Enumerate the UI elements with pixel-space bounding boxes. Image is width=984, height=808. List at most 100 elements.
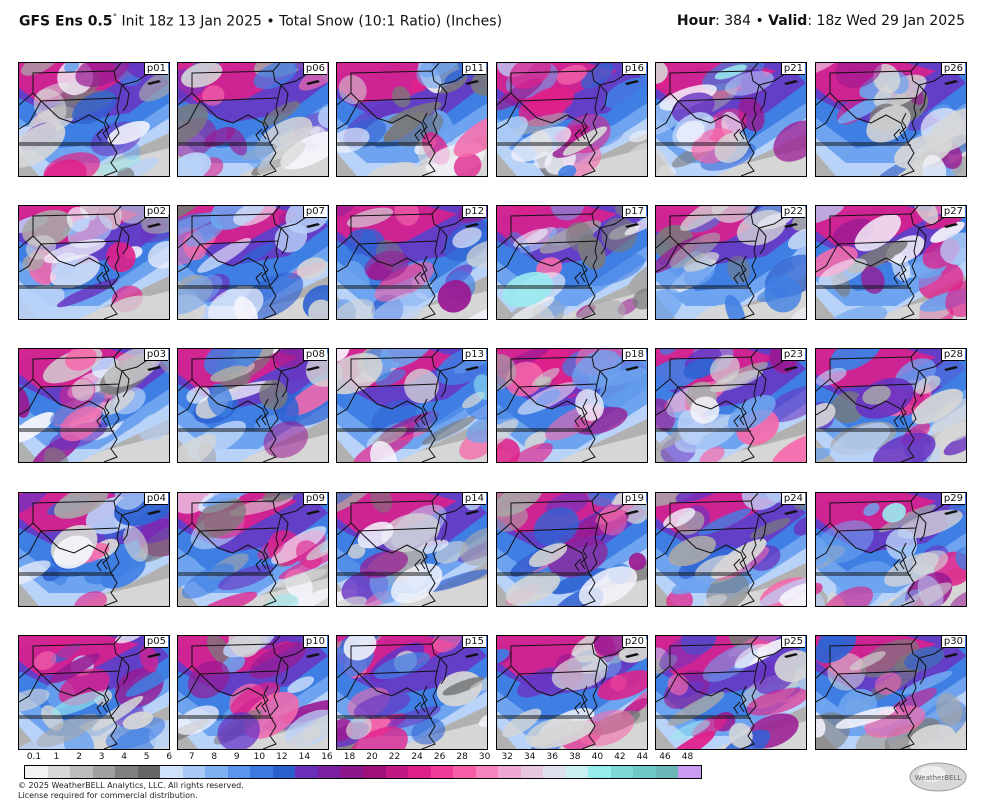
legend-swatch: [295, 766, 318, 778]
legend-tick: 40: [591, 752, 604, 762]
legend-swatch: [633, 766, 656, 778]
member-label: p19: [621, 493, 646, 505]
ensemble-member-map-p24: p24: [655, 492, 807, 607]
snowfall-map: [656, 349, 806, 462]
member-label: p27: [940, 206, 965, 218]
snowfall-map: [178, 493, 328, 606]
legend-swatch: [565, 766, 589, 778]
ensemble-member-map-p20: p20: [496, 635, 648, 750]
hour-value: : 384: [715, 13, 751, 29]
member-label: p29: [940, 493, 965, 505]
ensemble-member-map-p28: p28: [815, 348, 967, 463]
member-label: p25: [780, 636, 805, 648]
legend-swatch: [475, 766, 499, 778]
ensemble-member-map-p04: p04: [18, 492, 170, 607]
snowfall-map: [178, 636, 328, 749]
snowfall-map: [656, 493, 806, 606]
ensemble-member-map-p03: p03: [18, 348, 170, 463]
member-label: p16: [621, 63, 646, 75]
member-label: p03: [143, 349, 168, 361]
member-label: p05: [143, 636, 168, 648]
legend-tick: 9: [233, 752, 240, 762]
legend-tick: 0.1: [26, 752, 42, 762]
snowfall-map: [337, 206, 487, 319]
member-label: p12: [461, 206, 486, 218]
ensemble-member-map-p11: p11: [336, 62, 488, 177]
legend-swatch: [453, 766, 476, 778]
legend-swatch: [498, 766, 521, 778]
ensemble-member-map-p23: p23: [655, 348, 807, 463]
product-name: Total Snow (10:1 Ratio) (Inches): [279, 13, 503, 30]
ensemble-member-map-p19: p19: [496, 492, 648, 607]
legend-swatch: [588, 766, 611, 778]
legend-tick: 48: [681, 752, 694, 762]
snowfall-map: [656, 206, 806, 319]
ensemble-member-map-p22: p22: [655, 205, 807, 320]
header-title: GFS Ens 0.5° Init 18z 13 Jan 2025 • Tota…: [19, 13, 502, 30]
legend-swatch: [160, 766, 183, 778]
legend-tick: 30: [478, 752, 491, 762]
legend-swatch: [362, 766, 386, 778]
legend-swatch: [47, 766, 71, 778]
legend-tick: 20: [366, 752, 378, 762]
snowfall-map: [816, 206, 966, 319]
member-label: p13: [461, 349, 486, 361]
legend-swatch: [610, 766, 634, 778]
ensemble-member-map-p06: p06: [177, 62, 329, 177]
color-legend: 0.1 1 2 3 4 5 6 7 8 9 10 12 14 16 18 20 22 24 26 28 30 32 34 36…: [22, 752, 702, 782]
ensemble-member-map-p02: p02: [18, 205, 170, 320]
header: GFS Ens 0.5° Init 18z 13 Jan 2025 • Tota…: [0, 0, 984, 40]
member-label: p22: [780, 206, 805, 218]
member-label: p06: [302, 63, 327, 75]
legend-swatch: [227, 766, 251, 778]
snowfall-map: [337, 349, 487, 462]
ensemble-member-map-p27: p27: [815, 205, 967, 320]
legend-ticks: 0.1 1 2 3 4 5 6 7 8 9 10 12 14 16 18 20 22 24 26 28 30 32 34 36…: [22, 752, 702, 764]
ensemble-member-map-p16: p16: [496, 62, 648, 177]
legend-swatch: [182, 766, 206, 778]
legend-tick: 38: [569, 752, 581, 762]
snowfall-map: [19, 63, 169, 176]
legend-tick: 6: [166, 752, 173, 762]
member-label: p21: [780, 63, 805, 75]
valid-label: Valid: [768, 13, 808, 29]
legend-tick: 42: [614, 752, 626, 762]
legend-swatch: [520, 766, 544, 778]
legend-swatch: [543, 766, 566, 778]
snowfall-map: [497, 63, 647, 176]
title-bullet: •: [266, 13, 275, 30]
legend-tick: 3: [98, 752, 105, 762]
legend-swatch: [340, 766, 363, 778]
member-label: p15: [461, 636, 486, 648]
member-label: p23: [780, 349, 805, 361]
member-label: p24: [780, 493, 805, 505]
legend-swatch: [250, 766, 273, 778]
member-label: p09: [302, 493, 327, 505]
ensemble-member-map-p08: p08: [177, 348, 329, 463]
legend-colorbar: [24, 765, 702, 779]
ensemble-member-map-p18: p18: [496, 348, 648, 463]
snowfall-map: [497, 206, 647, 319]
legend-tick: 28: [456, 752, 468, 762]
copyright-line-2: License required for commercial distribu…: [18, 791, 198, 800]
snowfall-map: [337, 636, 487, 749]
legend-swatch: [385, 766, 409, 778]
member-label: p26: [940, 63, 965, 75]
ensemble-member-map-p01: p01: [18, 62, 170, 177]
member-label: p02: [143, 206, 168, 218]
snowfall-map: [19, 349, 169, 462]
member-label: p17: [621, 206, 646, 218]
ensemble-member-map-p25: p25: [655, 635, 807, 750]
legend-tick: 7: [188, 752, 195, 762]
legend-tick: 24: [411, 752, 423, 762]
snowfall-map: [337, 493, 487, 606]
snowfall-map: [19, 493, 169, 606]
legend-swatch: [25, 766, 48, 778]
member-label: p04: [143, 493, 168, 505]
snowfall-map: [497, 349, 647, 462]
legend-swatch: [137, 766, 161, 778]
legend-tick: 44: [636, 752, 649, 762]
degree-mark: °: [112, 13, 118, 23]
valid-value: : 18z Wed 29 Jan 2025: [807, 13, 965, 29]
logo-text: WeatherBELL: [915, 774, 962, 782]
